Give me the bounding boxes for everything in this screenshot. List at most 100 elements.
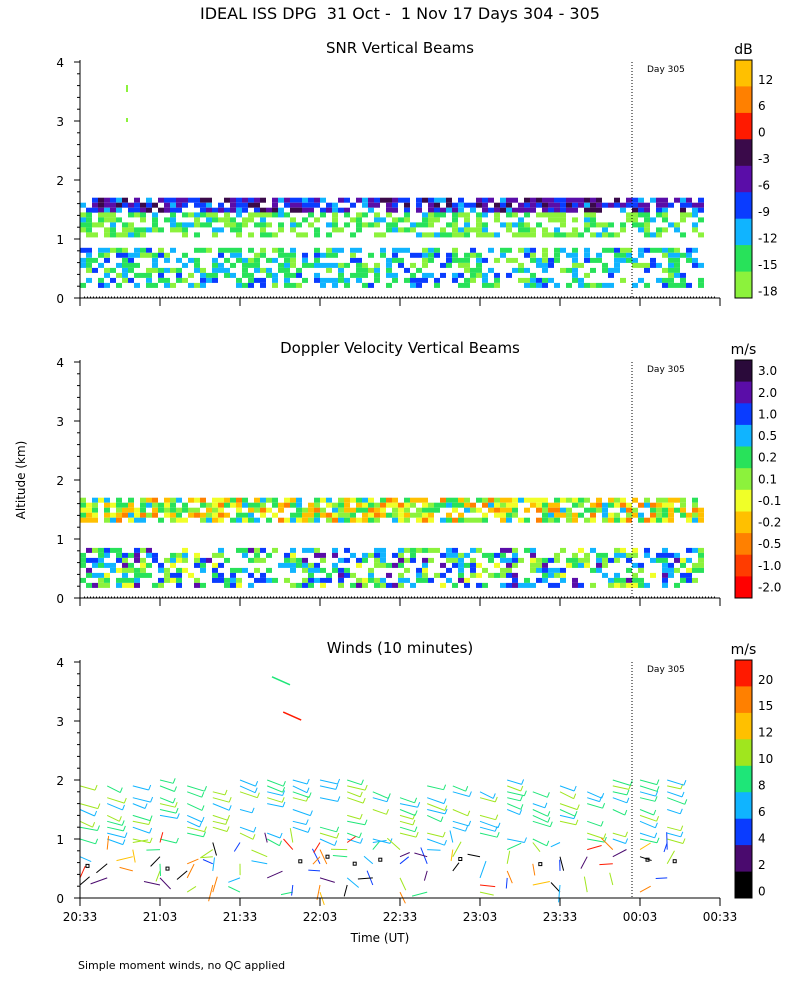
wind-barb xyxy=(506,850,511,864)
heatmap-cell xyxy=(188,282,194,288)
heatmap-cell xyxy=(506,257,512,263)
heatmap-cell xyxy=(380,562,386,568)
heatmap-cell xyxy=(278,507,284,513)
heatmap-cell xyxy=(176,567,182,573)
wind-barb-flag xyxy=(305,819,309,825)
heatmap-cell xyxy=(626,257,632,263)
heatmap-cell xyxy=(104,582,110,588)
wind-barb-flag xyxy=(172,797,176,804)
wind-barb-flag xyxy=(97,825,100,831)
heatmap-cell xyxy=(194,267,200,273)
heatmap-cell xyxy=(590,517,596,523)
heatmap-cell xyxy=(140,557,146,563)
wind-barb xyxy=(479,820,499,829)
heatmap-cell xyxy=(548,507,554,513)
heatmap-cell xyxy=(464,202,470,208)
heatmap-cell xyxy=(308,262,314,268)
heatmap-cell xyxy=(668,507,674,513)
wind-barb xyxy=(372,840,387,843)
heatmap-cell xyxy=(572,517,578,523)
heatmap-cell xyxy=(128,212,134,218)
heatmap-cell xyxy=(506,497,512,503)
wind-barb xyxy=(507,779,522,785)
heatmap-cell xyxy=(524,207,530,213)
heatmap-cell xyxy=(350,232,356,238)
heatmap-cell xyxy=(128,507,134,513)
heatmap-cell xyxy=(134,247,140,253)
heatmap-cell xyxy=(134,547,140,553)
heatmap-cell xyxy=(230,262,236,268)
heatmap-cell xyxy=(302,562,308,568)
heatmap-cell xyxy=(104,212,110,218)
heatmap-cell xyxy=(404,212,410,218)
heatmap-cell xyxy=(698,277,704,283)
heatmap-cell xyxy=(206,512,212,518)
heatmap-cell xyxy=(362,512,368,518)
heatmap-cell xyxy=(542,212,548,218)
heatmap-cell xyxy=(86,232,92,238)
heatmap-cell xyxy=(548,207,554,213)
heatmap-cell xyxy=(494,497,500,503)
heatmap-cell xyxy=(668,572,674,578)
heatmap-cell xyxy=(278,222,284,228)
heatmap-cell xyxy=(416,207,422,213)
heatmap-cell xyxy=(674,497,680,503)
heatmap-cell xyxy=(374,222,380,228)
heatmap-cell xyxy=(698,197,704,203)
heatmap-cell xyxy=(692,517,698,523)
heatmap-cell xyxy=(182,232,188,238)
heatmap-cell xyxy=(224,272,230,278)
heatmap-cell xyxy=(170,502,176,508)
wind-barb xyxy=(107,832,126,839)
heatmap-cell xyxy=(254,567,260,573)
wind-barb xyxy=(505,877,508,889)
colorbar-swatch xyxy=(735,139,752,167)
heatmap-cell xyxy=(452,277,458,283)
heatmap-cell xyxy=(146,502,152,508)
heatmap-cell xyxy=(260,207,266,213)
heatmap-cell xyxy=(212,567,218,573)
heatmap-cell xyxy=(638,512,644,518)
colorbar-label: -6 xyxy=(758,179,770,193)
heatmap-cell xyxy=(206,272,212,278)
heatmap-cell xyxy=(548,212,554,218)
heatmap-cell xyxy=(698,207,704,213)
wind-barb xyxy=(267,785,283,793)
heatmap-cell xyxy=(308,202,314,208)
heatmap-cell xyxy=(218,502,224,508)
heatmap-cell xyxy=(626,212,632,218)
heatmap-cell xyxy=(104,272,110,278)
heatmap-cell xyxy=(434,217,440,223)
heatmap-cell xyxy=(560,232,566,238)
heatmap-cell xyxy=(656,212,662,218)
heatmap-cell xyxy=(434,232,440,238)
heatmap-cell xyxy=(560,512,566,518)
heatmap-cell xyxy=(392,257,398,263)
heatmap-cell xyxy=(410,552,416,558)
heatmap-cell xyxy=(98,222,104,228)
heatmap-cell xyxy=(644,547,650,553)
heatmap-cell xyxy=(326,262,332,268)
heatmap-cell xyxy=(290,262,296,268)
wind-barb-flag xyxy=(573,793,577,799)
wind-barb xyxy=(346,877,360,888)
heatmap-cell xyxy=(614,547,620,553)
heatmap-cell xyxy=(506,222,512,228)
heatmap-cell xyxy=(326,222,332,228)
heatmap-cell xyxy=(536,262,542,268)
heatmap-cell xyxy=(512,197,518,203)
heatmap-cell xyxy=(392,217,398,223)
heatmap-cell xyxy=(698,262,704,268)
heatmap-cell xyxy=(314,217,320,223)
heatmap-cell xyxy=(542,577,548,583)
footnote: Simple moment winds, no QC applied xyxy=(78,959,286,972)
heatmap-cell xyxy=(512,557,518,563)
heatmap-cell xyxy=(614,232,620,238)
heatmap-cell xyxy=(428,557,434,563)
heatmap-cell xyxy=(386,502,392,508)
heatmap-cell xyxy=(422,517,428,523)
heatmap-cell xyxy=(464,222,470,228)
colorbar-label: 0 xyxy=(758,126,766,140)
heatmap-cell xyxy=(422,497,428,503)
wind-barb-flag xyxy=(442,831,446,838)
